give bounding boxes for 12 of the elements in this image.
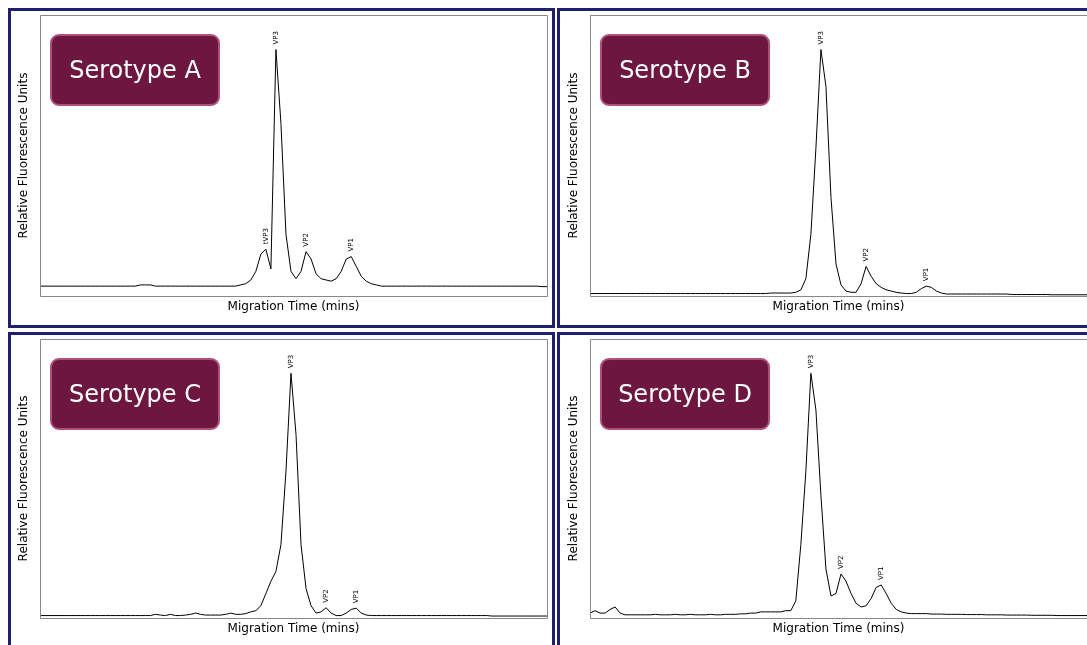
y-axis-title: Relative Fluorescence Units	[16, 395, 31, 562]
chart-title: Serotype B	[600, 34, 770, 106]
y-axis-title: Relative Fluorescence Units	[566, 72, 581, 239]
y-axis-title: Relative Fluorescence Units	[566, 395, 581, 562]
x-axis-title: Migration Time (mins)	[227, 621, 360, 636]
x-axis-title: Migration Time (mins)	[772, 299, 905, 314]
y-axis-title: Relative Fluorescence Units	[16, 72, 31, 239]
chart-title: Serotype A	[50, 34, 220, 106]
chart-title: Serotype D	[600, 358, 770, 430]
x-axis-title: Migration Time (mins)	[772, 621, 905, 636]
chart-title: Serotype C	[50, 358, 220, 430]
x-axis-title: Migration Time (mins)	[227, 299, 360, 314]
